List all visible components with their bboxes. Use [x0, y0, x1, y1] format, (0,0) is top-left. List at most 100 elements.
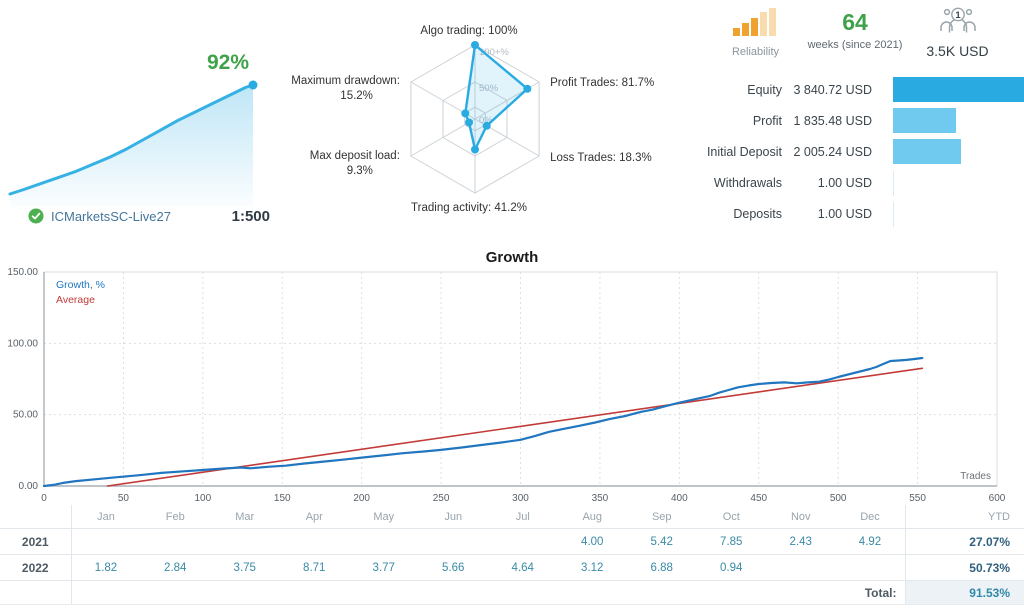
radar-data-point — [523, 84, 532, 93]
balance-bar — [893, 108, 956, 134]
month-value-cell: 3.77 — [349, 554, 419, 581]
month-value-cell — [835, 554, 905, 581]
radar-axis-label: Trading activity: 41.2% — [411, 202, 527, 214]
table-row: 2021 4.00 5.42 7.85 2.43 4.92 27.07% — [0, 528, 1024, 555]
total-row: Total: 91.53% — [0, 580, 1024, 605]
reliability-bars-icon — [732, 8, 776, 36]
month-value-cell: 6.88 — [627, 554, 697, 581]
month-column-header: Jun — [418, 505, 488, 529]
radar-data-point — [461, 109, 470, 118]
x-tick-label: 450 — [750, 493, 767, 504]
y-tick-label: 100.00 — [7, 338, 38, 349]
monthly-table: Jan Feb Mar Apr May Jun Jul Aug Sep Oct Nov Dec YTD 2… — [0, 505, 1024, 605]
month-value-cell — [488, 528, 558, 555]
x-tick-label: 250 — [433, 493, 450, 504]
balance-row: Initial Deposit 2 005.24 USD — [700, 136, 1024, 167]
month-column-header: Jan — [71, 505, 141, 529]
balance-summary: Equity 3 840.72 USD Profit 1 835.48 USD Init… — [700, 74, 1024, 232]
balance-bar — [893, 139, 962, 165]
y-tick-label: 50.00 — [13, 410, 38, 421]
x-tick-label: 150 — [274, 493, 291, 504]
balance-bar-track — [893, 139, 1024, 165]
ytd-value-cell: 27.07% — [904, 528, 1024, 555]
month-value-cell: 5.66 — [418, 554, 488, 581]
balance-label: Deposits — [733, 207, 782, 222]
x-tick-label: 100 — [194, 493, 211, 504]
radar-data-point — [465, 118, 474, 127]
radar-axis-label: Loss Trades: 18.3% — [550, 152, 652, 164]
balance-row: Withdrawals 1.00 USD — [700, 168, 1024, 199]
balance-label: Withdrawals — [713, 176, 782, 191]
empty-cell — [627, 580, 697, 605]
signal-summary-stats: Reliability 64 weeks (since 2021) 1 3.5K… — [700, 4, 1024, 66]
balance-bar-track — [893, 201, 1024, 227]
growth-chart-title: Growth — [485, 249, 539, 266]
trading-stats-radar: 100+% 50% 0% Algo trading: 100% Profit Trade… — [290, 0, 680, 235]
radar-axis-label: 9.3% — [347, 165, 373, 177]
radar-axis-label: Profit Trades: 81.7% — [550, 77, 654, 89]
month-value-cell: 5.42 — [627, 528, 697, 555]
month-column-header: May — [349, 505, 419, 529]
balance-value: 1.00 USD — [817, 176, 872, 191]
balance-bar-track — [893, 170, 1024, 196]
month-value-cell — [766, 554, 836, 581]
month-value-cell: 8.71 — [279, 554, 349, 581]
growth-chart: 0.00 50.00 100.00 150.00 0 50 100 150 200 250 300 3… — [7, 267, 1006, 504]
legend-entry: Growth, % — [56, 279, 105, 291]
empty-cell — [140, 580, 210, 605]
account-name[interactable]: ICMarketsSC-Live27 — [51, 208, 171, 224]
month-value-cell: 2.84 — [140, 554, 210, 581]
month-value-cell — [71, 528, 141, 555]
empty-cell — [0, 580, 72, 605]
month-value-cell: 0.94 — [696, 554, 766, 581]
balance-row: Profit 1 835.48 USD — [700, 105, 1024, 136]
account-growth-sparkline: 92% — [8, 51, 258, 207]
balance-value: 1 835.48 USD — [793, 113, 872, 128]
ytd-value-cell: 50.73% — [904, 554, 1024, 581]
ytd-column-header: YTD — [904, 505, 1024, 529]
balance-bar-track — [893, 77, 1024, 103]
reliability-label: Reliability — [731, 46, 780, 58]
balance-row: Equity 3 840.72 USD — [700, 74, 1024, 105]
month-column-header: Aug — [557, 505, 627, 529]
balance-value: 3 840.72 USD — [793, 82, 872, 97]
year-cell: 2021 — [0, 528, 72, 555]
empty-cell — [488, 580, 558, 605]
radar-ring-label: 100+% — [479, 47, 509, 58]
radar-chart: 100+% 50% 0% Algo trading: 100% Profit Trade… — [291, 25, 654, 214]
empty-cell — [349, 580, 419, 605]
x-tick-label: 500 — [830, 493, 847, 504]
balance-bar-track — [893, 108, 1024, 134]
empty-cell — [418, 580, 488, 605]
sparkline-endpoint-dot — [248, 80, 258, 90]
growth-badge: 92% — [207, 51, 249, 74]
x-axis-label: Trades — [960, 471, 991, 482]
radar-data-point — [482, 121, 491, 130]
balance-row: Deposits 1.00 USD — [700, 199, 1024, 230]
radar-ring-label: 50% — [479, 83, 499, 94]
year-cell: 2022 — [0, 554, 72, 581]
balance-label: Profit — [752, 113, 782, 128]
radar-axis-label: 15.2% — [340, 90, 373, 102]
radar-axis-label: Max deposit load: — [310, 150, 400, 162]
month-column-header: Dec — [835, 505, 905, 529]
funds-label: 3.5K USD — [926, 43, 989, 59]
radar-axis-label: Maximum drawdown: — [291, 75, 400, 87]
empty-cell — [766, 580, 836, 605]
account-row: ICMarketsSC-Live27 1:500 — [28, 206, 270, 226]
month-value-cell — [279, 528, 349, 555]
month-column-header: Sep — [627, 505, 697, 529]
x-tick-label: 600 — [989, 493, 1006, 504]
month-value-cell — [418, 528, 488, 555]
x-tick-label: 400 — [671, 493, 688, 504]
subscribers-icon: 1 — [939, 7, 976, 33]
x-tick-label: 350 — [592, 493, 609, 504]
month-value-cell: 3.12 — [557, 554, 627, 581]
month-value-cell: 4.64 — [488, 554, 558, 581]
month-column-header: Mar — [210, 505, 280, 529]
x-tick-label: 300 — [512, 493, 529, 504]
growth-line — [42, 356, 924, 488]
funds-stat: 1 3.5K USD — [905, 4, 1010, 59]
month-column-header: Feb — [140, 505, 210, 529]
year-column-header — [0, 505, 72, 529]
